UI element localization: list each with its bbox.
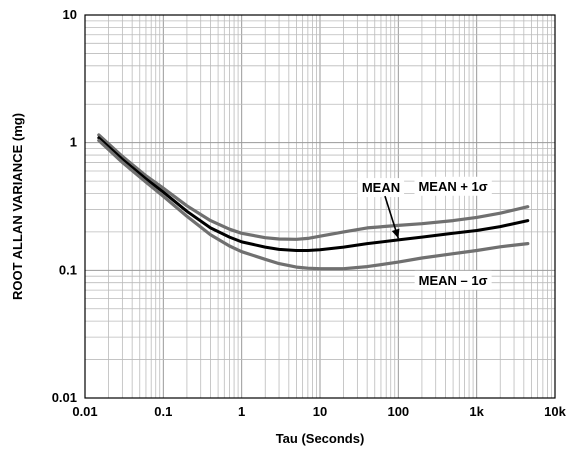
annotation-label: MEAN – 1σ — [419, 273, 488, 288]
y-axis-title: ROOT ALLAN VARIANCE (mg) — [10, 113, 25, 300]
series-line — [97, 133, 530, 241]
x-tick-labels: 0.01 0.1 1 10 100 1k 10k — [72, 404, 566, 419]
mean-arrow-head — [391, 228, 400, 239]
x-axis-title: Tau (Seconds) — [276, 431, 365, 446]
y-tick-label: 0.01 — [52, 390, 77, 405]
y-tick-label: 10 — [63, 7, 77, 22]
annotation-background — [357, 178, 405, 198]
annotation-label: MEAN — [362, 180, 400, 195]
x-tick-label: 10k — [544, 404, 566, 419]
x-tick-label: 0.1 — [154, 404, 172, 419]
y-tick-labels: 10 1 0.1 0.01 — [52, 7, 77, 405]
series-layer — [97, 133, 530, 271]
x-tick-label: 0.01 — [72, 404, 97, 419]
x-tick-label: 100 — [387, 404, 409, 419]
y-tick-label: 1 — [70, 135, 77, 150]
x-tick-label: 10 — [313, 404, 327, 419]
annotation-label: MEAN + 1σ — [418, 179, 487, 194]
x-tick-label: 1 — [238, 404, 245, 419]
plot-frame — [84, 14, 556, 399]
series-line — [97, 138, 530, 271]
annotation-background — [414, 270, 492, 290]
annotations: MEAN MEAN + 1σ MEAN – 1σ — [357, 176, 492, 290]
series-line — [97, 136, 530, 252]
grid — [85, 15, 555, 398]
x-tick-label: 1k — [469, 404, 484, 419]
y-tick-label: 0.1 — [59, 262, 77, 277]
annotation-background — [414, 176, 492, 196]
